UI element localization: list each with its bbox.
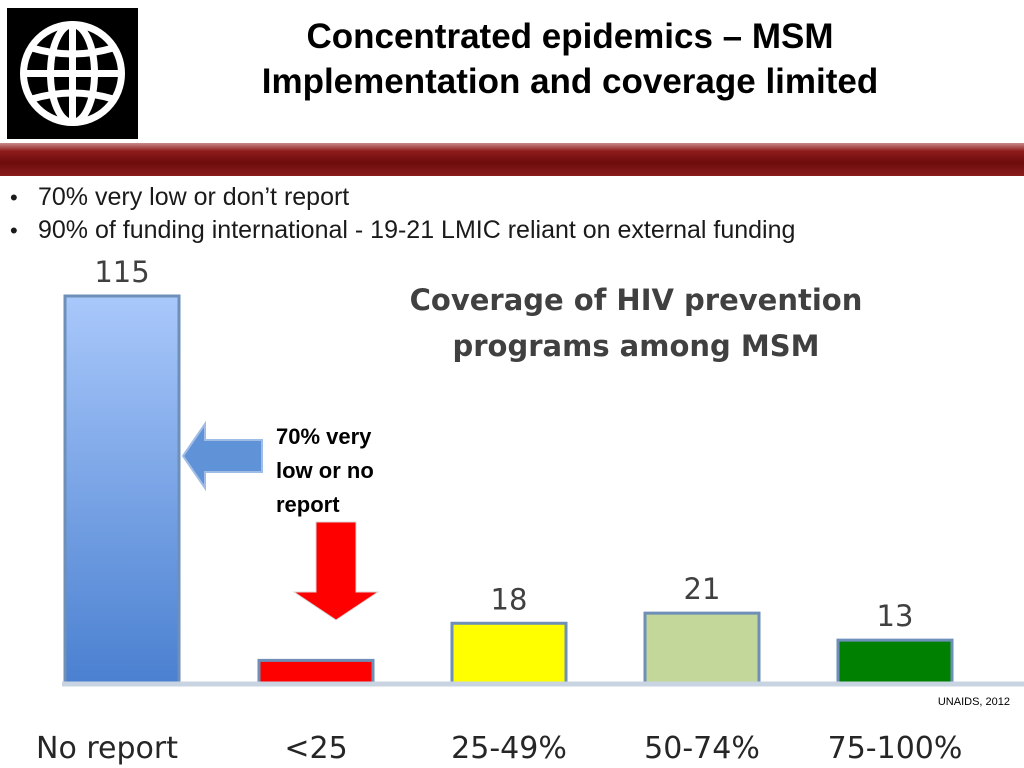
chart-title-line-2: programs among MSM <box>452 329 819 363</box>
slide-title: Concentrated epidemics – MSM Implementat… <box>150 14 990 104</box>
bar-50-74 <box>643 611 761 686</box>
bullet-dot-icon: • <box>10 218 18 243</box>
bar-75-100 <box>836 638 954 686</box>
world-bank-logo <box>7 8 138 139</box>
bar-value-label: 115 <box>94 255 149 289</box>
bullet-text: 70% very low or don’t report <box>38 183 350 211</box>
bar-25-49 <box>450 621 568 686</box>
left-arrow-icon <box>181 420 263 492</box>
slide-title-line-1: Concentrated epidemics – MSM <box>306 17 834 56</box>
callout-note: 70% very low or no report <box>276 420 406 522</box>
header-banner <box>0 143 1024 176</box>
callout-line: report <box>276 492 340 517</box>
bullet-dot-icon: • <box>10 185 18 210</box>
bar-value-label: 18 <box>491 582 528 616</box>
bullet-item: • 70% very low or don’t report <box>10 181 1020 214</box>
bar-value-label: 13 <box>877 599 914 633</box>
bullet-list: • 70% very low or don’t report • 90% of … <box>10 181 1020 247</box>
bar-25 <box>257 658 375 686</box>
category-tick-label: 50-74% <box>644 731 760 766</box>
category-tick-label: No report <box>36 731 178 766</box>
bar-no-report <box>63 294 181 686</box>
source-citation: UNAIDS, 2012 <box>937 696 1010 708</box>
slide-title-line-2: Implementation and coverage limited <box>261 62 879 101</box>
category-tick-label: <25 <box>284 731 347 766</box>
globe-icon <box>20 21 125 126</box>
bar-value-label: 21 <box>684 572 721 606</box>
category-tick-label: 25-49% <box>451 731 567 766</box>
chart-title-line-1: Coverage of HIV prevention <box>410 283 863 317</box>
callout-line: 70% very <box>276 424 372 449</box>
category-tick-label: 75-100% <box>828 731 963 766</box>
bullet-item: • 90% of funding international - 19-21 L… <box>10 214 1020 247</box>
bullet-text: 90% of funding international - 19-21 LMI… <box>38 216 796 244</box>
down-arrow-icon <box>292 521 380 621</box>
callout-line: low or no <box>276 458 374 483</box>
